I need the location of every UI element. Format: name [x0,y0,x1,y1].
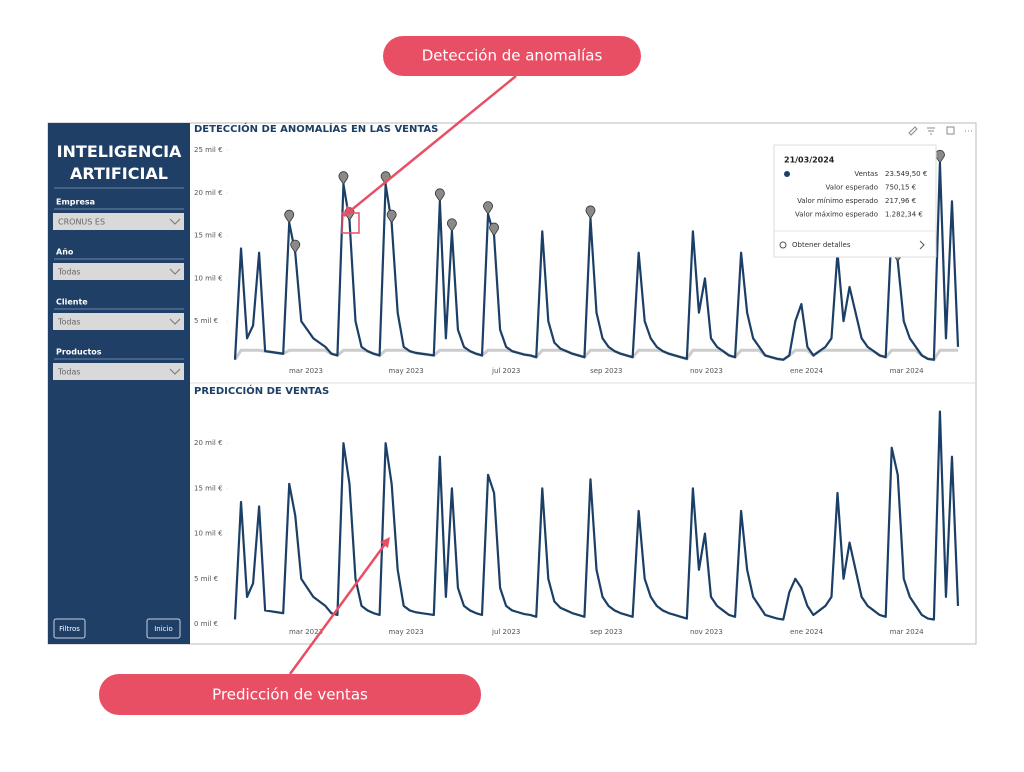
tooltip-box [773,144,937,258]
tooltip-label: Valor mínimo esperado [797,197,878,205]
sales-line [233,410,960,621]
chevron [169,268,181,275]
title-word: ARTIFICIAL [70,164,168,183]
anomaly-marker[interactable] [483,201,493,215]
callout [383,36,641,76]
tooltip-label: Ventas [854,170,878,178]
y-tick-label: 20 mil € [194,189,223,197]
chart-title: PREDICCIÓN DE VENTAS [194,384,329,397]
anomaly-marker[interactable] [489,222,499,237]
title-word: INTELIGENCIA [57,142,182,161]
filter-label: Productos [56,348,102,357]
anomaly-marker[interactable] [386,209,397,224]
x-tick-label: jul 2023 [491,628,520,636]
arrow-head [380,537,390,548]
x-tick-label: nov 2023 [690,628,723,636]
tooltip: 21/03/2024 Ventas 23.549,50 € Valor esperad… [773,144,937,258]
filter-label: Cliente [56,298,88,307]
anomaly-marker[interactable] [447,218,457,233]
y-tick-label: 10 mil € [194,530,223,538]
callout-text: Detección de anomalías [422,47,603,65]
charts: DETECCIÓN DE ANOMALÍAS EN LAS VENTAS 5 mi… [194,122,972,636]
anomaly-marker[interactable] [585,205,596,220]
chevron [919,240,925,250]
y-tick-label: 5 mil € [194,317,218,325]
tooltip-value: 217,96 € [885,197,916,205]
chevron [169,318,181,325]
tooltip-label: Valor esperado [826,184,878,192]
anomaly-marker[interactable] [338,171,349,185]
tooltip-value: 750,15 € [885,184,916,192]
x-tick-label: ene 2024 [790,367,824,375]
callout [99,674,481,715]
anomaly-marker[interactable] [290,239,301,254]
x-tick-label: nov 2023 [690,367,723,375]
anomaly-marker[interactable] [434,188,445,203]
highlight [341,212,360,234]
x-tick-label: mar 2024 [890,367,925,375]
x-tick-label: mar 2024 [890,628,925,636]
dropdown-value: Todas [57,368,81,377]
sidebar-content: INTELIGENCIA ARTIFICIAL Empresa CRONUS ES Añ… [53,142,184,639]
tooltip-value: 23.549,50 € [885,170,927,178]
expected-range [233,348,958,362]
anomaly-marker[interactable] [284,209,295,224]
y-tick-label: 15 mil € [194,232,223,240]
tooltip-label: Valor máximo esperado [795,211,878,219]
dropdown[interactable] [53,363,184,380]
button[interactable] [53,618,86,639]
dropdown[interactable] [53,313,184,330]
y-tick-label: 10 mil € [194,274,223,282]
x-tick-label: sep 2023 [590,367,622,375]
visual-icon[interactable] [946,126,955,135]
sidebar-title: INTELIGENCIA ARTIFICIAL [57,142,182,183]
visual-icon[interactable] [927,127,935,135]
button[interactable] [146,618,181,639]
dropdown[interactable] [53,263,184,280]
y-tick-label: 5 mil € [194,575,218,583]
filter-label: Año [56,248,74,257]
sidebar [48,123,190,644]
x-tick-label: mar 2023 [289,367,323,375]
series-dot [784,171,790,177]
tooltip-date: 21/03/2024 [784,156,835,165]
dropdown[interactable] [53,213,184,230]
chevron [169,368,181,375]
x-tick-label: ene 2024 [790,628,824,636]
y-tick-label: 25 mil € [194,146,223,154]
x-tick-label: mar 2023 [289,628,323,636]
dropdown-value: CRONUS ES [58,218,105,227]
button-label: Inicio [154,625,173,633]
tooltip-action[interactable]: Obtener detalles [792,241,851,249]
y-tick-label: 20 mil € [194,439,223,447]
x-tick-label: jul 2023 [491,367,520,375]
callout-text: Predicción de ventas [212,686,368,704]
filter-label: Empresa [56,198,95,207]
y-tick-label: 15 mil € [194,484,223,492]
visual-icon[interactable] [908,126,918,136]
chart-title: DETECCIÓN DE ANOMALÍAS EN LAS VENTAS [194,122,438,135]
button-label: Filtros [59,625,80,633]
dropdown-value: Todas [57,318,81,327]
arrow [343,75,517,217]
tooltip-value: 1.282,34 € [885,211,923,219]
x-tick-label: may 2023 [388,367,423,375]
y-tick-label: 0 mil € [194,620,218,628]
dropdown-value: Todas [57,268,81,277]
chevron [169,218,181,225]
arrow [288,539,390,675]
x-tick-label: may 2023 [388,628,423,636]
action-icon [779,241,787,249]
x-tick-label: sep 2023 [590,628,622,636]
